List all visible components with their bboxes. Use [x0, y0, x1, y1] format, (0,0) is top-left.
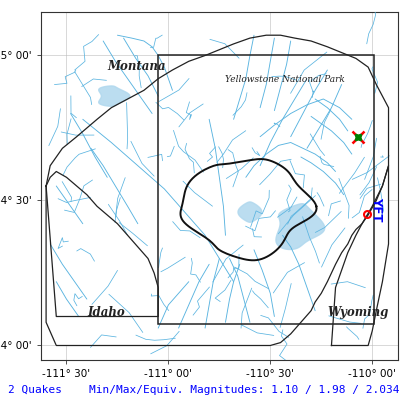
- Polygon shape: [46, 35, 388, 346]
- Text: Montana: Montana: [107, 60, 165, 73]
- Polygon shape: [238, 202, 261, 222]
- Polygon shape: [180, 159, 316, 260]
- Bar: [158, 56, 373, 324]
- Polygon shape: [99, 86, 130, 106]
- Text: 2 Quakes    Min/Max/Equiv. Magnitudes: 1.10 / 1.98 / 2.034: 2 Quakes Min/Max/Equiv. Magnitudes: 1.10…: [8, 385, 399, 395]
- Text: Yellowstone National Park: Yellowstone National Park: [225, 74, 344, 84]
- Polygon shape: [275, 204, 324, 250]
- Polygon shape: [46, 172, 158, 316]
- Text: Wyoming: Wyoming: [326, 306, 388, 320]
- Polygon shape: [330, 166, 388, 346]
- Text: Idaho: Idaho: [87, 306, 124, 320]
- Text: YFT: YFT: [369, 197, 382, 222]
